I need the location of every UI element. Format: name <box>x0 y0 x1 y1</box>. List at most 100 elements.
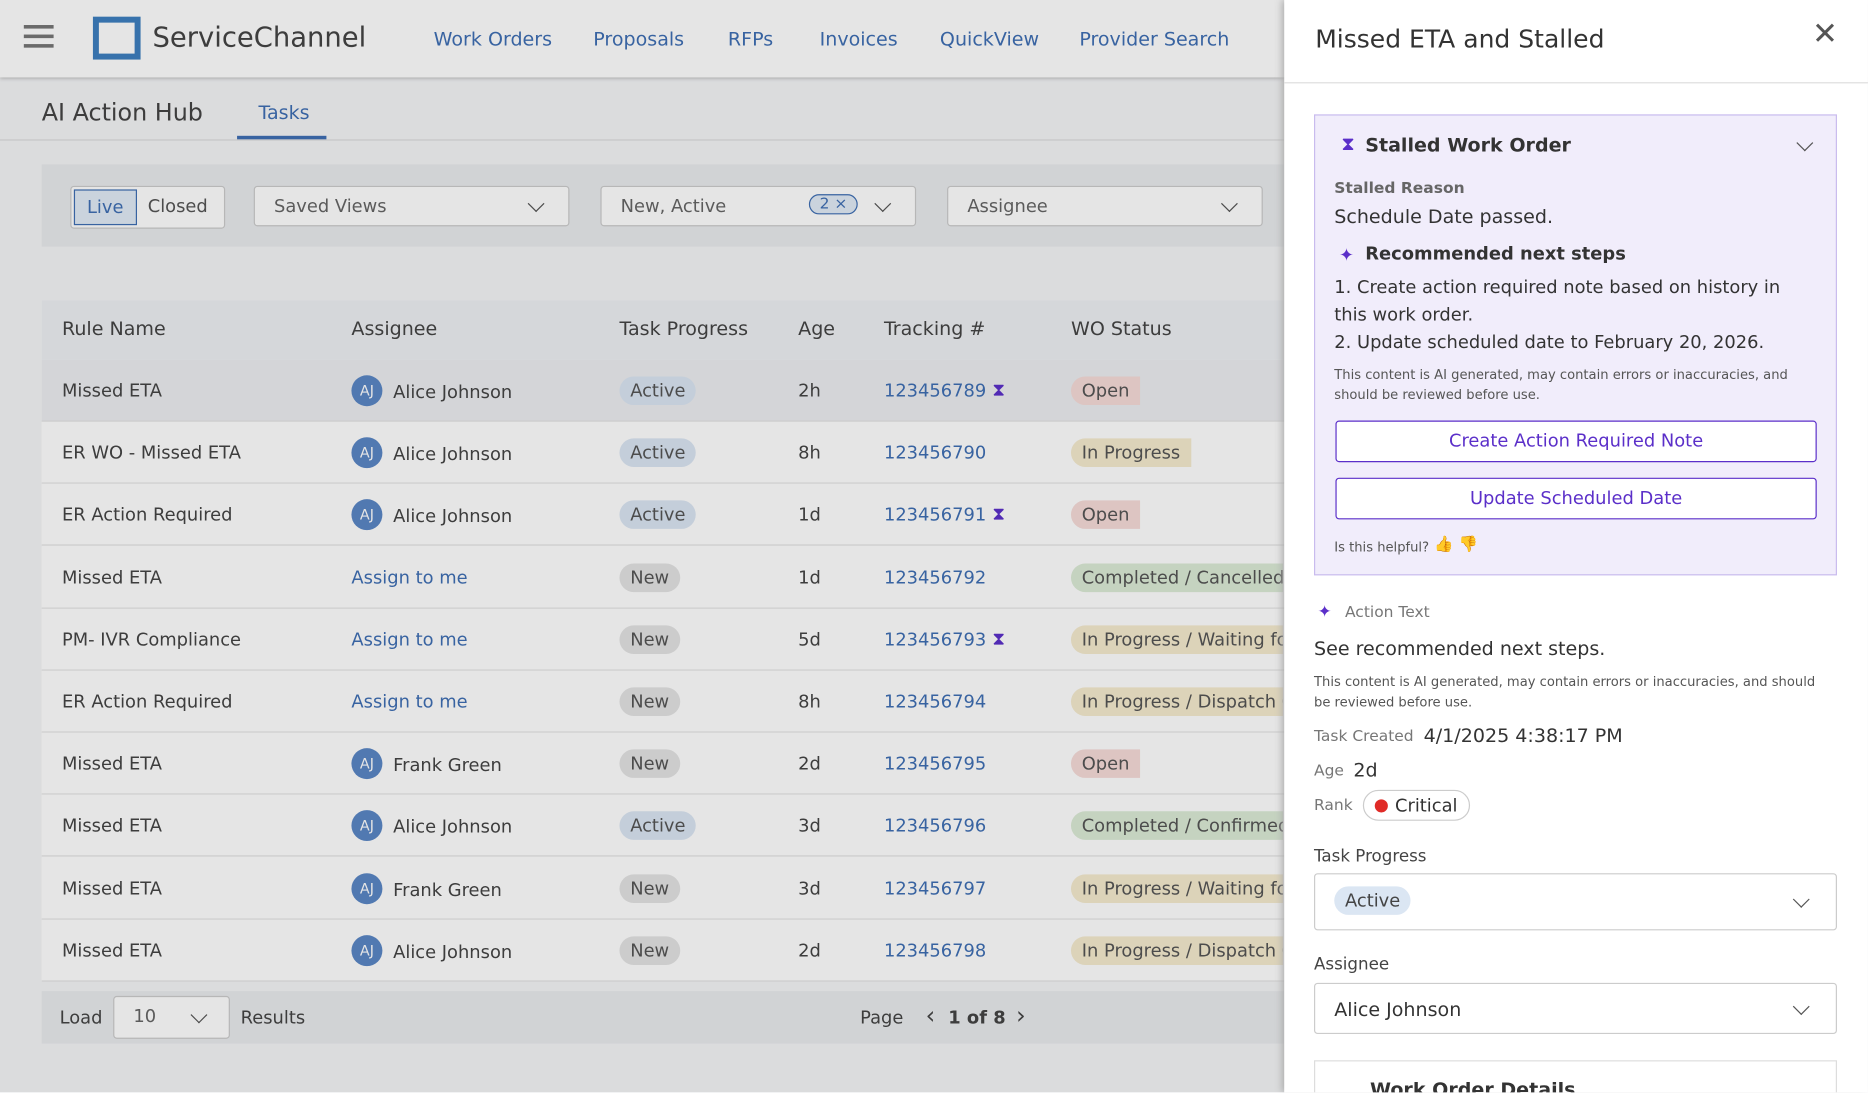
nav-item[interactable]: RFPs <box>727 27 774 51</box>
tracking-link[interactable]: 123456791 <box>883 504 987 526</box>
column-header: Task Progress <box>619 316 749 340</box>
assignee-filter[interactable]: Assignee <box>947 185 1263 227</box>
action-text-label: Action Text <box>1344 603 1430 622</box>
tracking-link[interactable]: 123456795 <box>883 753 987 775</box>
task-progress-value: Active <box>1334 886 1411 915</box>
rule-name: Missed ETA <box>61 815 163 837</box>
progress-pill: New <box>619 873 680 903</box>
assign-link[interactable]: Assign to me <box>351 628 468 651</box>
assign-link[interactable]: Assign to me <box>351 566 468 589</box>
assignee: Frank Green <box>393 754 502 776</box>
section-box[interactable]: Work Order Details <box>1314 1060 1837 1093</box>
avatar: AJ <box>351 499 383 531</box>
rank-dot <box>1374 799 1388 813</box>
filter-bar: Live Closed Saved Views New, Active 2 × … <box>41 164 1285 247</box>
collapse-chevron[interactable] <box>1796 134 1814 152</box>
feedback-icons[interactable]: 👍 👎 <box>1434 536 1478 554</box>
toggle-closed[interactable]: Closed <box>147 195 208 217</box>
rank-label: Rank <box>1314 796 1353 815</box>
saved-views-label: Saved Views <box>273 195 387 217</box>
tracking-link[interactable]: 123456796 <box>883 815 987 837</box>
progress-pill: Active <box>619 376 697 406</box>
divider <box>0 139 1285 141</box>
tracking-link[interactable]: 123456790 <box>883 442 987 464</box>
load-value: 10 <box>133 1005 157 1027</box>
rule-name: Missed ETA <box>61 939 163 962</box>
load-select[interactable]: 10 <box>113 995 230 1039</box>
page-label: Page <box>860 1006 904 1029</box>
status-pill: Open <box>1070 500 1141 530</box>
status-filter[interactable]: New, Active 2 × <box>600 185 917 227</box>
nav-item[interactable]: Invoices <box>819 27 898 51</box>
reason: Schedule Date passed. <box>1334 204 1554 228</box>
count: 2 <box>819 195 830 214</box>
action-text: See recommended next steps. <box>1314 637 1606 660</box>
section-title: Work Order Details <box>1369 1078 1576 1093</box>
tracking-link[interactable]: 123456797 <box>883 877 987 899</box>
column-header: Tracking # <box>883 316 986 340</box>
age: 8h <box>798 690 821 713</box>
action-button[interactable]: Update Scheduled Date <box>1335 477 1817 520</box>
logo-icon <box>92 16 141 60</box>
age: 1d <box>798 566 821 589</box>
side-panel: Missed ETA and Stalled ✕ ⧗ Stalled Work … <box>1284 0 1868 1093</box>
status-pill: In Progress / Waiting for <box>1070 873 1284 903</box>
rule-name: Missed ETA <box>61 877 163 899</box>
sparkle-icon: ✦ <box>1317 602 1332 622</box>
disclaimer: This content is AI generated, may contai… <box>1314 674 1816 711</box>
steps: 1. Create action required note based on … <box>1334 274 1816 356</box>
status-pill: In Progress / Waiting for <box>1070 625 1284 654</box>
rule-name: Missed ETA <box>61 380 163 402</box>
stalled-icon: ⧗ <box>992 627 1005 650</box>
task-progress-label: Task Progress <box>1314 847 1427 867</box>
tracking-link[interactable]: 123456792 <box>883 566 987 589</box>
avatar: AJ <box>351 437 383 469</box>
toggle-live[interactable]: Live <box>73 189 137 226</box>
assignee: Alice Johnson <box>393 940 513 963</box>
tracking-link[interactable]: 123456793 <box>883 628 987 651</box>
stalled-icon: ⧗ <box>992 378 1005 401</box>
tracking-link[interactable]: 123456794 <box>883 690 987 713</box>
results-label: Results <box>240 1006 306 1029</box>
rule-name: Missed ETA <box>61 753 163 775</box>
prev-page[interactable]: ‹ <box>925 1000 936 1030</box>
avatar: AJ <box>351 872 383 904</box>
age: 5d <box>798 628 821 651</box>
detail-value: 2d <box>1353 758 1378 782</box>
assignee: Alice Johnson <box>393 505 513 528</box>
progress-pill: New <box>619 687 680 716</box>
tracking-link[interactable]: 123456789 <box>883 380 987 402</box>
filter-count[interactable]: 2 × <box>808 194 859 215</box>
column-header: Rule Name <box>61 316 166 340</box>
next-page[interactable]: › <box>1016 1000 1026 1030</box>
age: 2d <box>798 939 821 962</box>
load-label: Load <box>59 1006 103 1029</box>
rule-name: ER WO - Missed ETA <box>61 442 241 464</box>
assign-link[interactable]: Assign to me <box>351 690 468 713</box>
nav-item[interactable]: Provider Search <box>1079 27 1230 51</box>
action-button[interactable]: Create Action Required Note <box>1335 420 1817 463</box>
nav-item[interactable]: Work Orders <box>433 27 553 51</box>
age: 2d <box>798 753 821 775</box>
status-pill: In Progress / Dispatch C <box>1070 687 1284 716</box>
tab[interactable]: Tasks <box>258 101 310 124</box>
nav-item[interactable]: Proposals <box>593 27 685 51</box>
card-title: Stalled Work Order <box>1365 133 1571 157</box>
tracking-link[interactable]: 123456798 <box>883 939 987 962</box>
task-progress-select[interactable]: Active <box>1314 873 1837 931</box>
step: 2. Update scheduled date to February 20,… <box>1334 331 1765 353</box>
rule-name: PM- IVR Compliance <box>61 628 242 651</box>
divider <box>1284 82 1868 84</box>
status-pill: Open <box>1070 749 1141 779</box>
close-button[interactable]: ✕ <box>1811 16 1838 53</box>
assignee-select[interactable]: Alice Johnson <box>1314 982 1837 1035</box>
menu-icon[interactable] <box>23 25 54 29</box>
age: 3d <box>798 815 821 837</box>
nav-item[interactable]: QuickView <box>939 27 1040 51</box>
hourglass-icon: ⧗ <box>1341 132 1355 155</box>
assignee: Alice Johnson <box>393 443 513 465</box>
saved-views[interactable]: Saved Views <box>253 185 570 227</box>
table-header <box>41 300 1285 360</box>
age: 1d <box>798 504 821 526</box>
